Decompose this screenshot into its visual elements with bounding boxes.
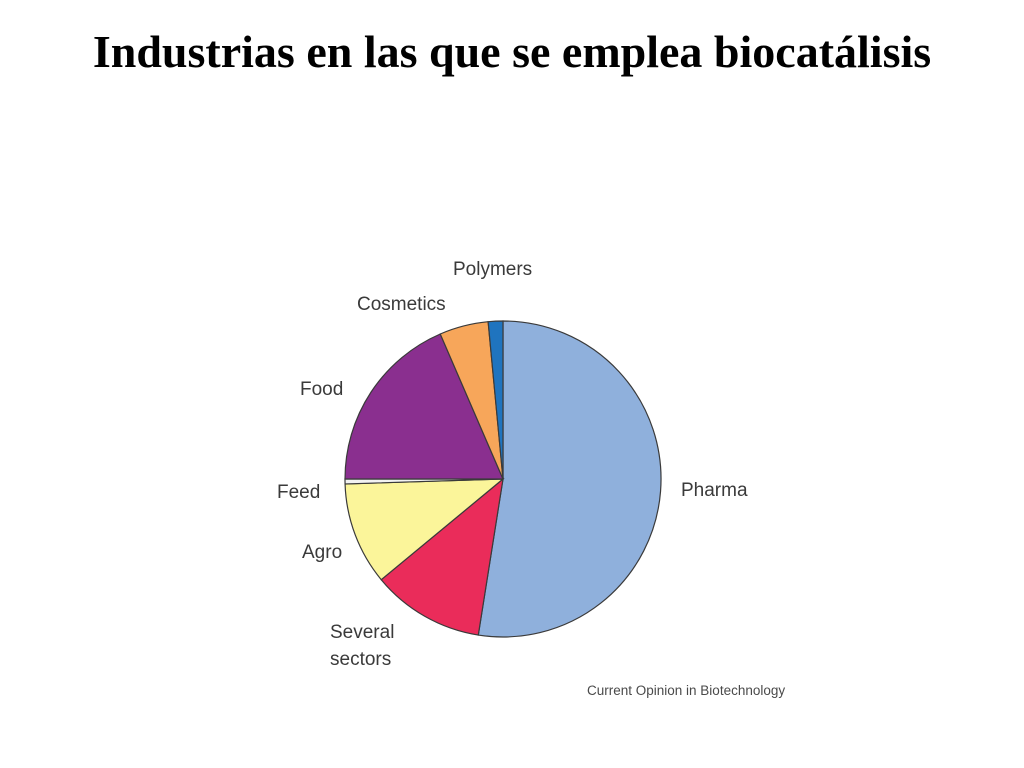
slice-label-several-sectors: Several sectors <box>330 622 394 670</box>
pie-slices <box>344 320 662 638</box>
pie-slice-agro <box>344 478 505 581</box>
slice-label-pharma: Pharma <box>681 480 748 501</box>
slice-label-polymers: Polymers <box>453 259 532 280</box>
slice-label-feed: Feed <box>277 482 320 503</box>
slice-label-agro: Agro <box>302 542 342 563</box>
slice-label-food: Food <box>300 379 343 400</box>
pie-labels: Pharma Several sectors Agro Feed Food Cosmetic… <box>277 259 748 670</box>
source-credit: Current Opinion in Biotechnology <box>587 683 785 698</box>
pie-slice-several-sectors <box>380 477 504 636</box>
pie-slice-pharma <box>477 320 662 638</box>
slide-title: Industrias en las que se emplea biocatál… <box>92 26 932 77</box>
pie-slice-polymers <box>487 320 504 480</box>
slice-label-cosmetics: Cosmetics <box>357 294 446 315</box>
pie-slice-food <box>344 333 504 480</box>
